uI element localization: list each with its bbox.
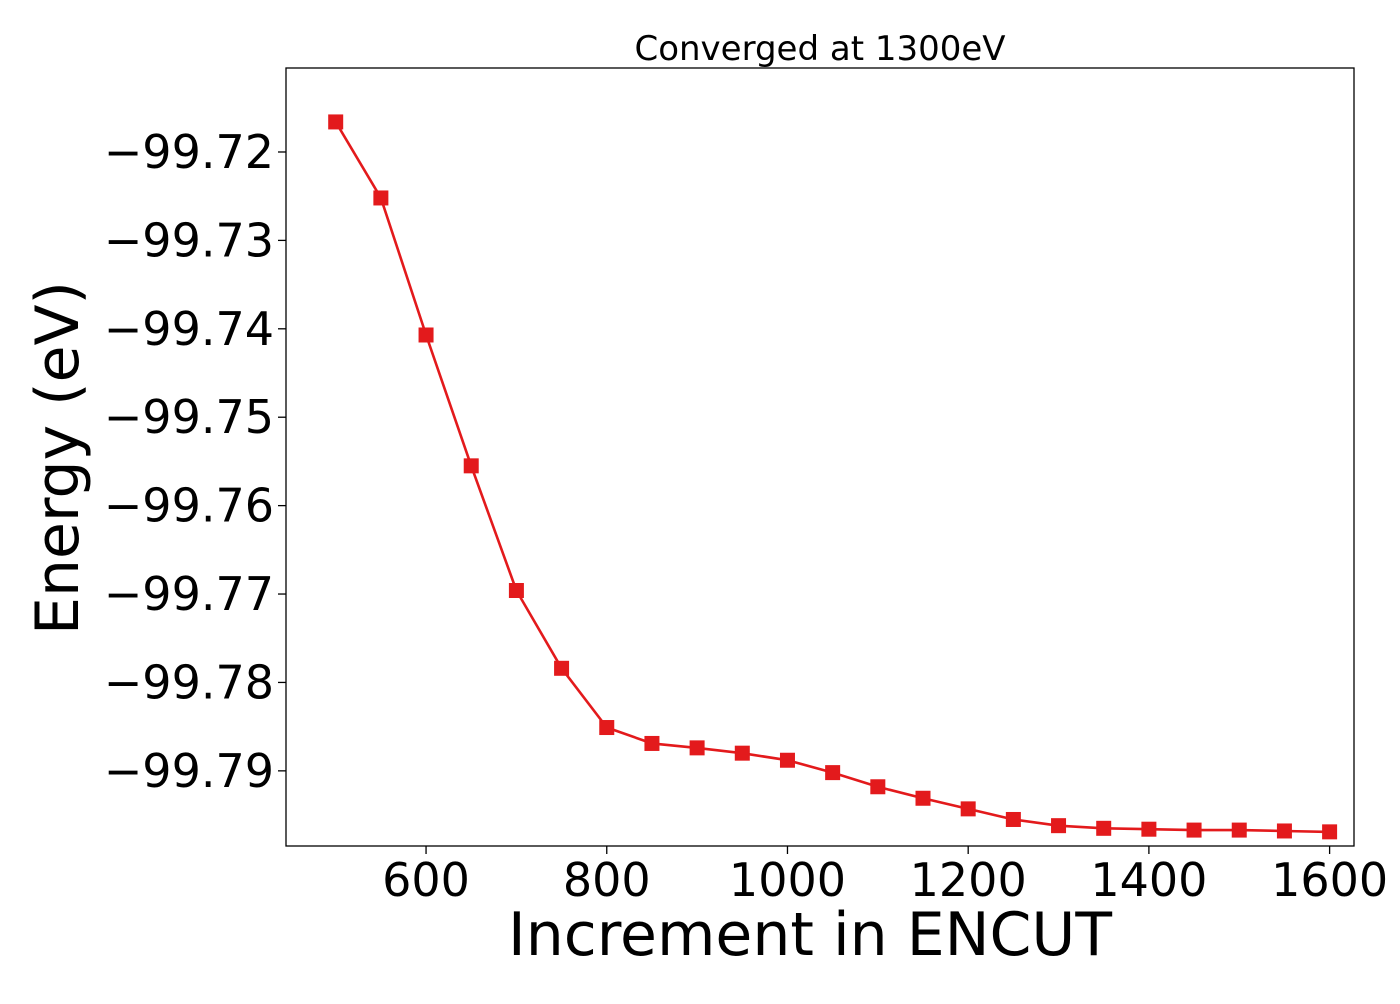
y-axis-ticks: −99.72 −99.73 −99.74 −99.75 −99.76 −99.77 −99.…: [104, 125, 286, 798]
x-tick-label: 1400: [1090, 853, 1207, 907]
data-point-marker: [1231, 822, 1247, 838]
data-point-marker: [1322, 824, 1338, 840]
data-point-marker: [328, 114, 344, 130]
data-point-marker: [779, 752, 795, 768]
data-point-marker: [599, 720, 615, 736]
x-tick-label: 1000: [729, 853, 846, 907]
data-point-marker: [644, 735, 660, 751]
data-point-marker: [418, 327, 434, 343]
x-tick-label: 1600: [1271, 853, 1388, 907]
x-tick-label: 1200: [910, 853, 1027, 907]
data-point-marker: [734, 745, 750, 761]
data-point-marker: [373, 190, 389, 206]
data-point-marker: [1051, 818, 1067, 834]
data-point-marker: [1096, 820, 1112, 836]
x-tick-label: 600: [382, 853, 470, 907]
x-tick-label: 800: [563, 853, 651, 907]
y-tick-label: −99.72: [104, 125, 274, 179]
data-point-marker: [1276, 823, 1292, 839]
data-point-marker: [689, 740, 705, 756]
y-tick-label: −99.73: [104, 213, 274, 267]
series-layer: [328, 114, 1338, 840]
data-point-marker: [508, 582, 524, 598]
data-point-marker: [870, 779, 886, 795]
data-point-marker: [1005, 811, 1021, 827]
data-point-marker: [463, 458, 479, 474]
series-line: [334, 121, 1330, 834]
y-tick-label: −99.74: [104, 302, 274, 356]
data-point-marker: [1186, 822, 1202, 838]
data-point-marker: [1141, 821, 1157, 837]
y-tick-label: −99.76: [104, 479, 274, 533]
data-point-marker: [825, 765, 841, 781]
x-axis-label: Increment in ENCUT: [508, 900, 1112, 970]
y-tick-label: −99.79: [104, 744, 274, 798]
y-axis-label: Energy (eV): [23, 281, 93, 635]
x-axis-ticks: 600 800 1000 1200 1400 1600: [382, 846, 1388, 907]
y-tick-label: −99.77: [104, 567, 274, 621]
chart-title: Converged at 1300eV: [634, 29, 1005, 69]
y-tick-label: −99.75: [104, 390, 274, 444]
data-point-marker: [554, 660, 570, 676]
y-tick-label: −99.78: [104, 655, 274, 709]
data-point-marker: [915, 790, 931, 806]
plot-area-frame: [285, 67, 1355, 847]
data-point-marker: [960, 801, 976, 817]
